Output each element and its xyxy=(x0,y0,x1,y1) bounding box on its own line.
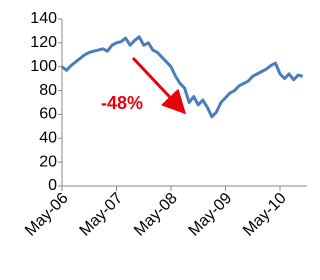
y-tick-label: 100 xyxy=(30,58,57,75)
x-tick-label: May-07 xyxy=(77,190,127,240)
y-tick-label: 120 xyxy=(30,34,57,51)
x-tick-label: May-06 xyxy=(22,190,72,240)
y-tick-label: 80 xyxy=(39,82,57,99)
line xyxy=(61,35,304,119)
annotation-text: -48% xyxy=(101,93,143,113)
y-tick-label: 60 xyxy=(39,106,57,123)
y-tick-label: 20 xyxy=(39,153,57,170)
y-tick-label: 40 xyxy=(39,130,57,147)
x-tick-label: May-10 xyxy=(240,190,290,240)
annotation-arrow xyxy=(131,56,187,115)
y-tick-label: 140 xyxy=(30,10,57,27)
y-tick-label: 0 xyxy=(48,177,57,194)
x-tick-label: May-08 xyxy=(131,190,181,240)
x-tick-label: May-09 xyxy=(186,190,236,240)
